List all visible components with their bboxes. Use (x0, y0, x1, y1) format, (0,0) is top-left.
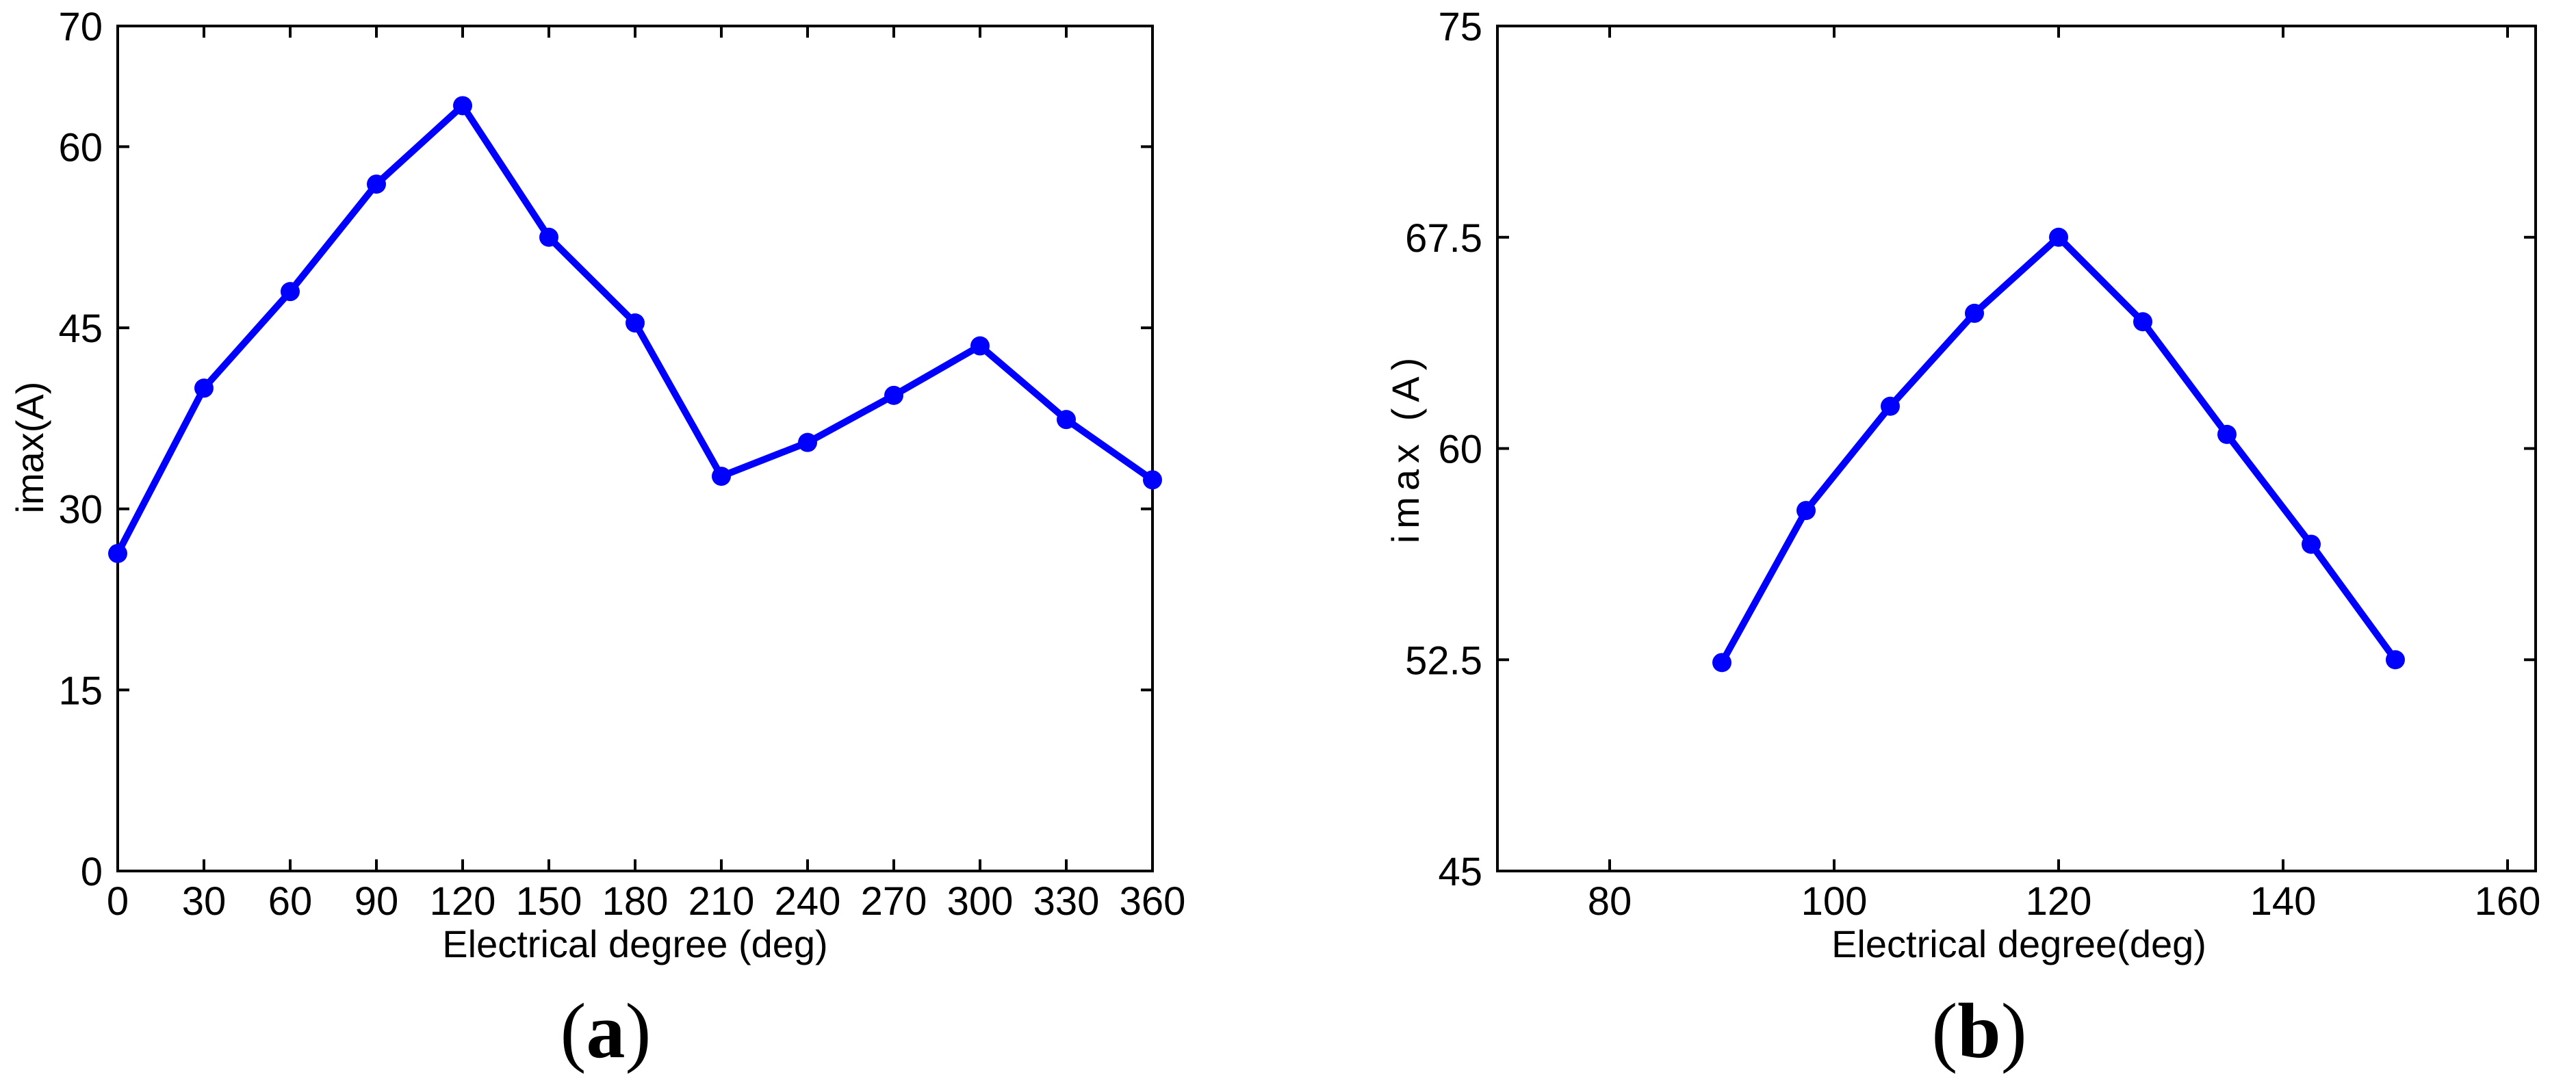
data-point-marker (626, 313, 645, 333)
caption-a-letter: a (586, 987, 626, 1074)
y-tick-label: 15 (58, 668, 103, 713)
data-point-marker (281, 282, 300, 302)
x-tick-label: 30 (182, 879, 227, 924)
x-tick-label: 90 (355, 879, 399, 924)
x-tick-label: 240 (775, 879, 841, 924)
y-axis-label-a: imax(A) (8, 381, 51, 514)
data-point-marker (2049, 227, 2068, 247)
data-point-marker (1881, 396, 1900, 416)
x-axis-label-a: Electrical degree (deg) (442, 922, 828, 965)
data-point-marker (2302, 534, 2321, 554)
y-tick-label: 45 (1438, 850, 1482, 894)
y-tick-label: 60 (1438, 428, 1482, 472)
x-tick-label: 210 (688, 879, 755, 924)
data-point-marker (2133, 312, 2152, 332)
data-point-marker (1057, 410, 1076, 430)
x-tick-label: 140 (2250, 879, 2317, 924)
y-tick-label: 30 (58, 488, 103, 532)
plot-box (1496, 25, 2537, 872)
caption-b-open-paren: ( (1931, 987, 1958, 1074)
data-point-marker (712, 467, 731, 486)
x-tick-label: 0 (107, 879, 129, 924)
data-line (1718, 233, 2399, 666)
caption-a-close-paren: ) (625, 987, 652, 1074)
x-tick-label: 60 (268, 879, 313, 924)
chart-a-plot: 0 30 60 90 120 150 180 210 240 270 300 330 360 0 15 30 4… (58, 5, 1186, 924)
caption-b-letter: b (1957, 987, 2001, 1074)
x-tick-label: 300 (947, 879, 1014, 924)
y-tick-label: 52.5 (1405, 638, 1482, 683)
data-point-marker (194, 378, 214, 398)
plot-box (116, 25, 1154, 872)
data-point-marker (367, 174, 386, 194)
data-point-marker (2386, 650, 2405, 670)
x-tick-label: 100 (1801, 879, 1868, 924)
x-tick-label: 120 (430, 879, 496, 924)
data-point-marker (1712, 653, 1731, 673)
x-tick-label: 120 (2026, 879, 2092, 924)
chart-b-plot: 80 100 120 140 160 45 52.5 60 67.5 75 (1405, 5, 2541, 924)
y-tick-label: 67.5 (1405, 216, 1482, 261)
caption-a: (a) (561, 991, 652, 1071)
y-axis-label-b: imax (A) (1384, 351, 1427, 544)
data-point-marker (2217, 424, 2237, 444)
data-point-marker (1965, 303, 1984, 323)
data-point-marker (884, 385, 903, 405)
y-tick-label: 0 (81, 850, 103, 894)
y-tick-label: 75 (1438, 5, 1482, 49)
y-tick-label: 45 (58, 307, 103, 351)
x-tick-label: 330 (1033, 879, 1100, 924)
y-tick-label: 70 (58, 5, 103, 49)
caption-a-open-paren: ( (560, 987, 587, 1074)
data-point-marker (108, 543, 127, 563)
x-tick-label: 160 (2475, 879, 2541, 924)
x-tick-label: 360 (1120, 879, 1186, 924)
x-axis-label-b: Electrical degree(deg) (1831, 922, 2206, 965)
data-point-marker (1143, 470, 1162, 490)
y-tick-label: 60 (58, 125, 103, 170)
x-tick-label: 180 (602, 879, 669, 924)
data-point-marker (798, 432, 817, 452)
data-point-marker (539, 227, 558, 247)
x-tick-label: 270 (861, 879, 927, 924)
caption-b: (b) (1931, 991, 2026, 1071)
panel-b: 80 100 120 140 160 45 52.5 60 67.5 75 imax (A) El… (1288, 0, 2576, 1079)
x-tick-label: 150 (516, 879, 582, 924)
caption-b-close-paren: ) (2000, 987, 2027, 1074)
data-point-marker (970, 336, 990, 356)
x-tick-label: 80 (1588, 879, 1632, 924)
data-point-marker (1796, 501, 1816, 521)
data-point-marker (453, 96, 472, 116)
panel-a: 0 30 60 90 120 150 180 210 240 270 300 330 360 0 15 30 4… (8, 5, 1186, 1071)
